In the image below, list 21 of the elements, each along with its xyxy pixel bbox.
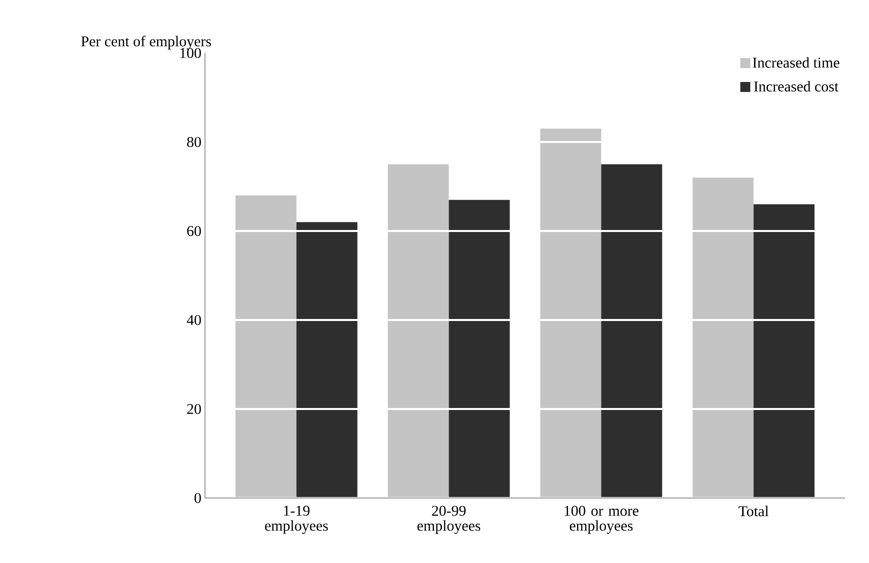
bar — [754, 204, 815, 498]
y-tick-label: 0 — [194, 492, 201, 504]
y-axis-title: Per cent of employers — [81, 36, 211, 50]
y-tick-label: 80 — [187, 136, 201, 148]
bar — [601, 164, 662, 498]
bar — [235, 195, 296, 498]
x-tick-label: 1-19 employees — [265, 506, 328, 534]
x-tick-label: 20-99 employees — [417, 506, 480, 534]
bar — [296, 222, 358, 498]
y-tick-label: 20 — [187, 404, 201, 414]
bar — [448, 200, 510, 498]
bar — [692, 178, 754, 498]
x-tick-label: Total — [738, 506, 769, 516]
x-tick-label: 100 or more employees — [564, 506, 638, 534]
legend-label: Increased cost — [754, 81, 838, 92]
y-tick-label: 100 — [180, 48, 201, 58]
y-tick-label: 40 — [186, 314, 201, 326]
y-tick-label: 60 — [187, 226, 201, 236]
bar — [388, 164, 449, 498]
bar — [540, 128, 602, 498]
legend-label: Increased time — [752, 57, 840, 68]
